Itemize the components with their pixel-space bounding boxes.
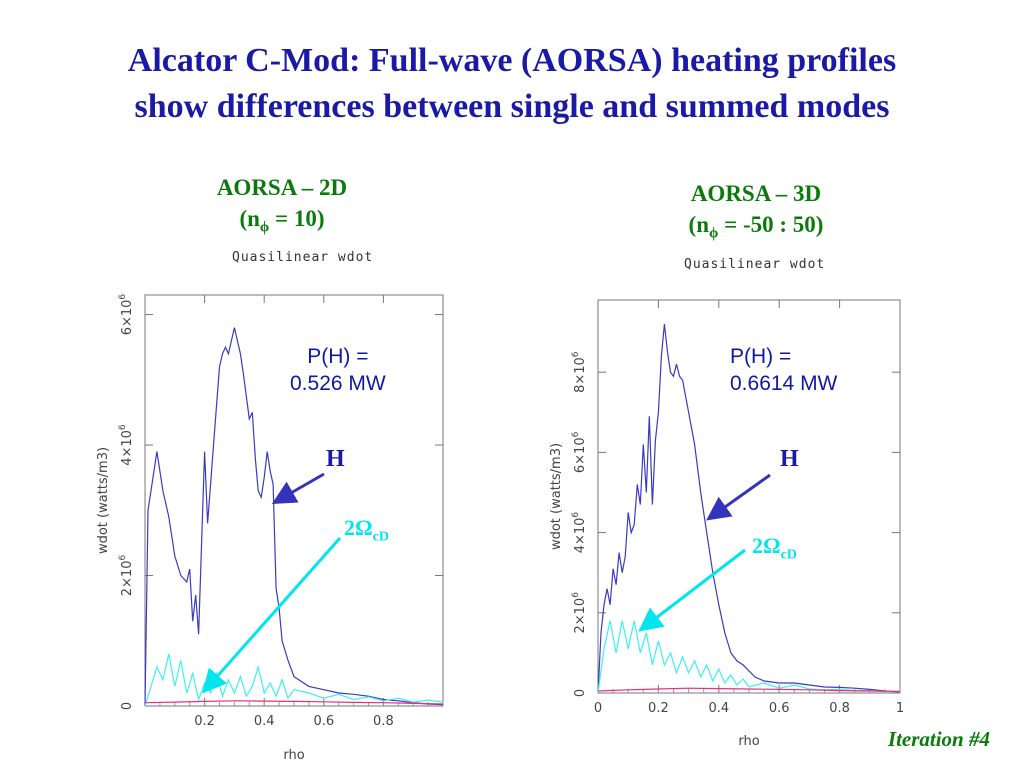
x-tick-label: 0.2 [194, 714, 215, 729]
x-tick-label: 0 [594, 701, 602, 716]
x-tick-label: 0.6 [313, 714, 334, 729]
power-annotation-2d-line-2: 0.526 MW [290, 372, 386, 395]
x-axis-label: rho [283, 748, 304, 763]
y-axis-label: wdot (watts/m3) [96, 447, 111, 554]
power-annotation-2d-line-1: P(H) = [307, 345, 369, 368]
y-tick-label: 4×106 [571, 512, 588, 554]
power-annotation-3d-line-2: 0.6614 MW [730, 372, 838, 395]
slide-title-line-1: Alcator C-Mod: Full-wave (AORSA) heating… [127, 42, 897, 79]
plot-title-2d: Quasilinear wdot [232, 250, 374, 265]
x-tick-label: 0.4 [254, 714, 275, 729]
x-tick-label: 0.2 [648, 701, 669, 716]
y-tick-label: 2×106 [118, 555, 135, 597]
y-tick-label: 2×106 [571, 592, 588, 634]
y-tick-label: 0 [120, 702, 135, 710]
panel-heading-3d-line-1: AORSA – 3D [690, 181, 822, 206]
x-tick-label: 0.4 [708, 701, 729, 716]
panel-heading-3d: AORSA – 3D (nϕ = -50 : 50) [626, 178, 886, 250]
power-annotation-3d-line-1: P(H) = [730, 345, 792, 368]
y-axis-label: wdot (watts/m3) [549, 443, 564, 550]
two-omega-arrow-3d [638, 548, 746, 632]
h-annotation-2d: H [326, 446, 345, 472]
panel-heading-2d-line-2: (nϕ = 10) [239, 206, 325, 236]
series-line-electron [597, 687, 901, 692]
chart-aorsa-2d: 0.2 0.4 0.6 0.8 0 2×106 4×106 6×106 rho wdot (wat… [96, 294, 444, 763]
x-axis-label: rho [738, 734, 759, 749]
slide-title: Alcator C-Mod: Full-wave (AORSA) heating… [0, 38, 1024, 130]
y-tick-label: 8×106 [571, 351, 588, 393]
series-line-H [144, 327, 444, 707]
h-arrow-3d [706, 473, 771, 521]
iteration-label: Iteration #4 [887, 727, 990, 751]
x-tick-label: 0.8 [373, 714, 394, 729]
y-tick-label: 6×106 [571, 431, 588, 473]
series-line-twoOmega [597, 620, 901, 694]
y-tick-label: 0 [573, 689, 588, 697]
y-tick-label: 6×106 [118, 294, 135, 336]
series-line-H [597, 324, 901, 694]
panel-heading-2d: AORSA – 2D (nϕ = 10) [152, 172, 412, 244]
y-tick-label: 4×106 [118, 424, 135, 466]
chart-aorsa-3d: 0 0.2 0.4 0.6 0.8 1 0 2×106 4×106 6×106 8×106 rho wd… [549, 299, 904, 749]
series-line-electron [144, 700, 444, 705]
x-tick-label: 0.8 [829, 701, 850, 716]
two-omega-arrow-2d [202, 537, 342, 694]
panel-heading-3d-line-2: (nϕ = -50 : 50) [688, 212, 824, 242]
two-omega-annotation-3d: 2ΩcD [752, 533, 797, 563]
h-arrow-2d [271, 472, 325, 504]
panel-heading-2d-line-1: AORSA – 2D [216, 175, 348, 200]
two-omega-annotation-2d: 2ΩcD [344, 515, 389, 545]
h-annotation-3d: H [780, 446, 799, 472]
slide-title-line-2: show differences between single and summ… [134, 88, 890, 125]
power-annotation-2d: P(H) = 0.526 MW [290, 343, 386, 397]
power-annotation-3d: P(H) = 0.6614 MW [730, 343, 837, 397]
series-line-twoOmega [144, 653, 444, 707]
x-tick-label: 1 [896, 701, 904, 716]
x-tick-label: 0.6 [769, 701, 790, 716]
plot-title-3d: Quasilinear wdot [684, 257, 826, 272]
